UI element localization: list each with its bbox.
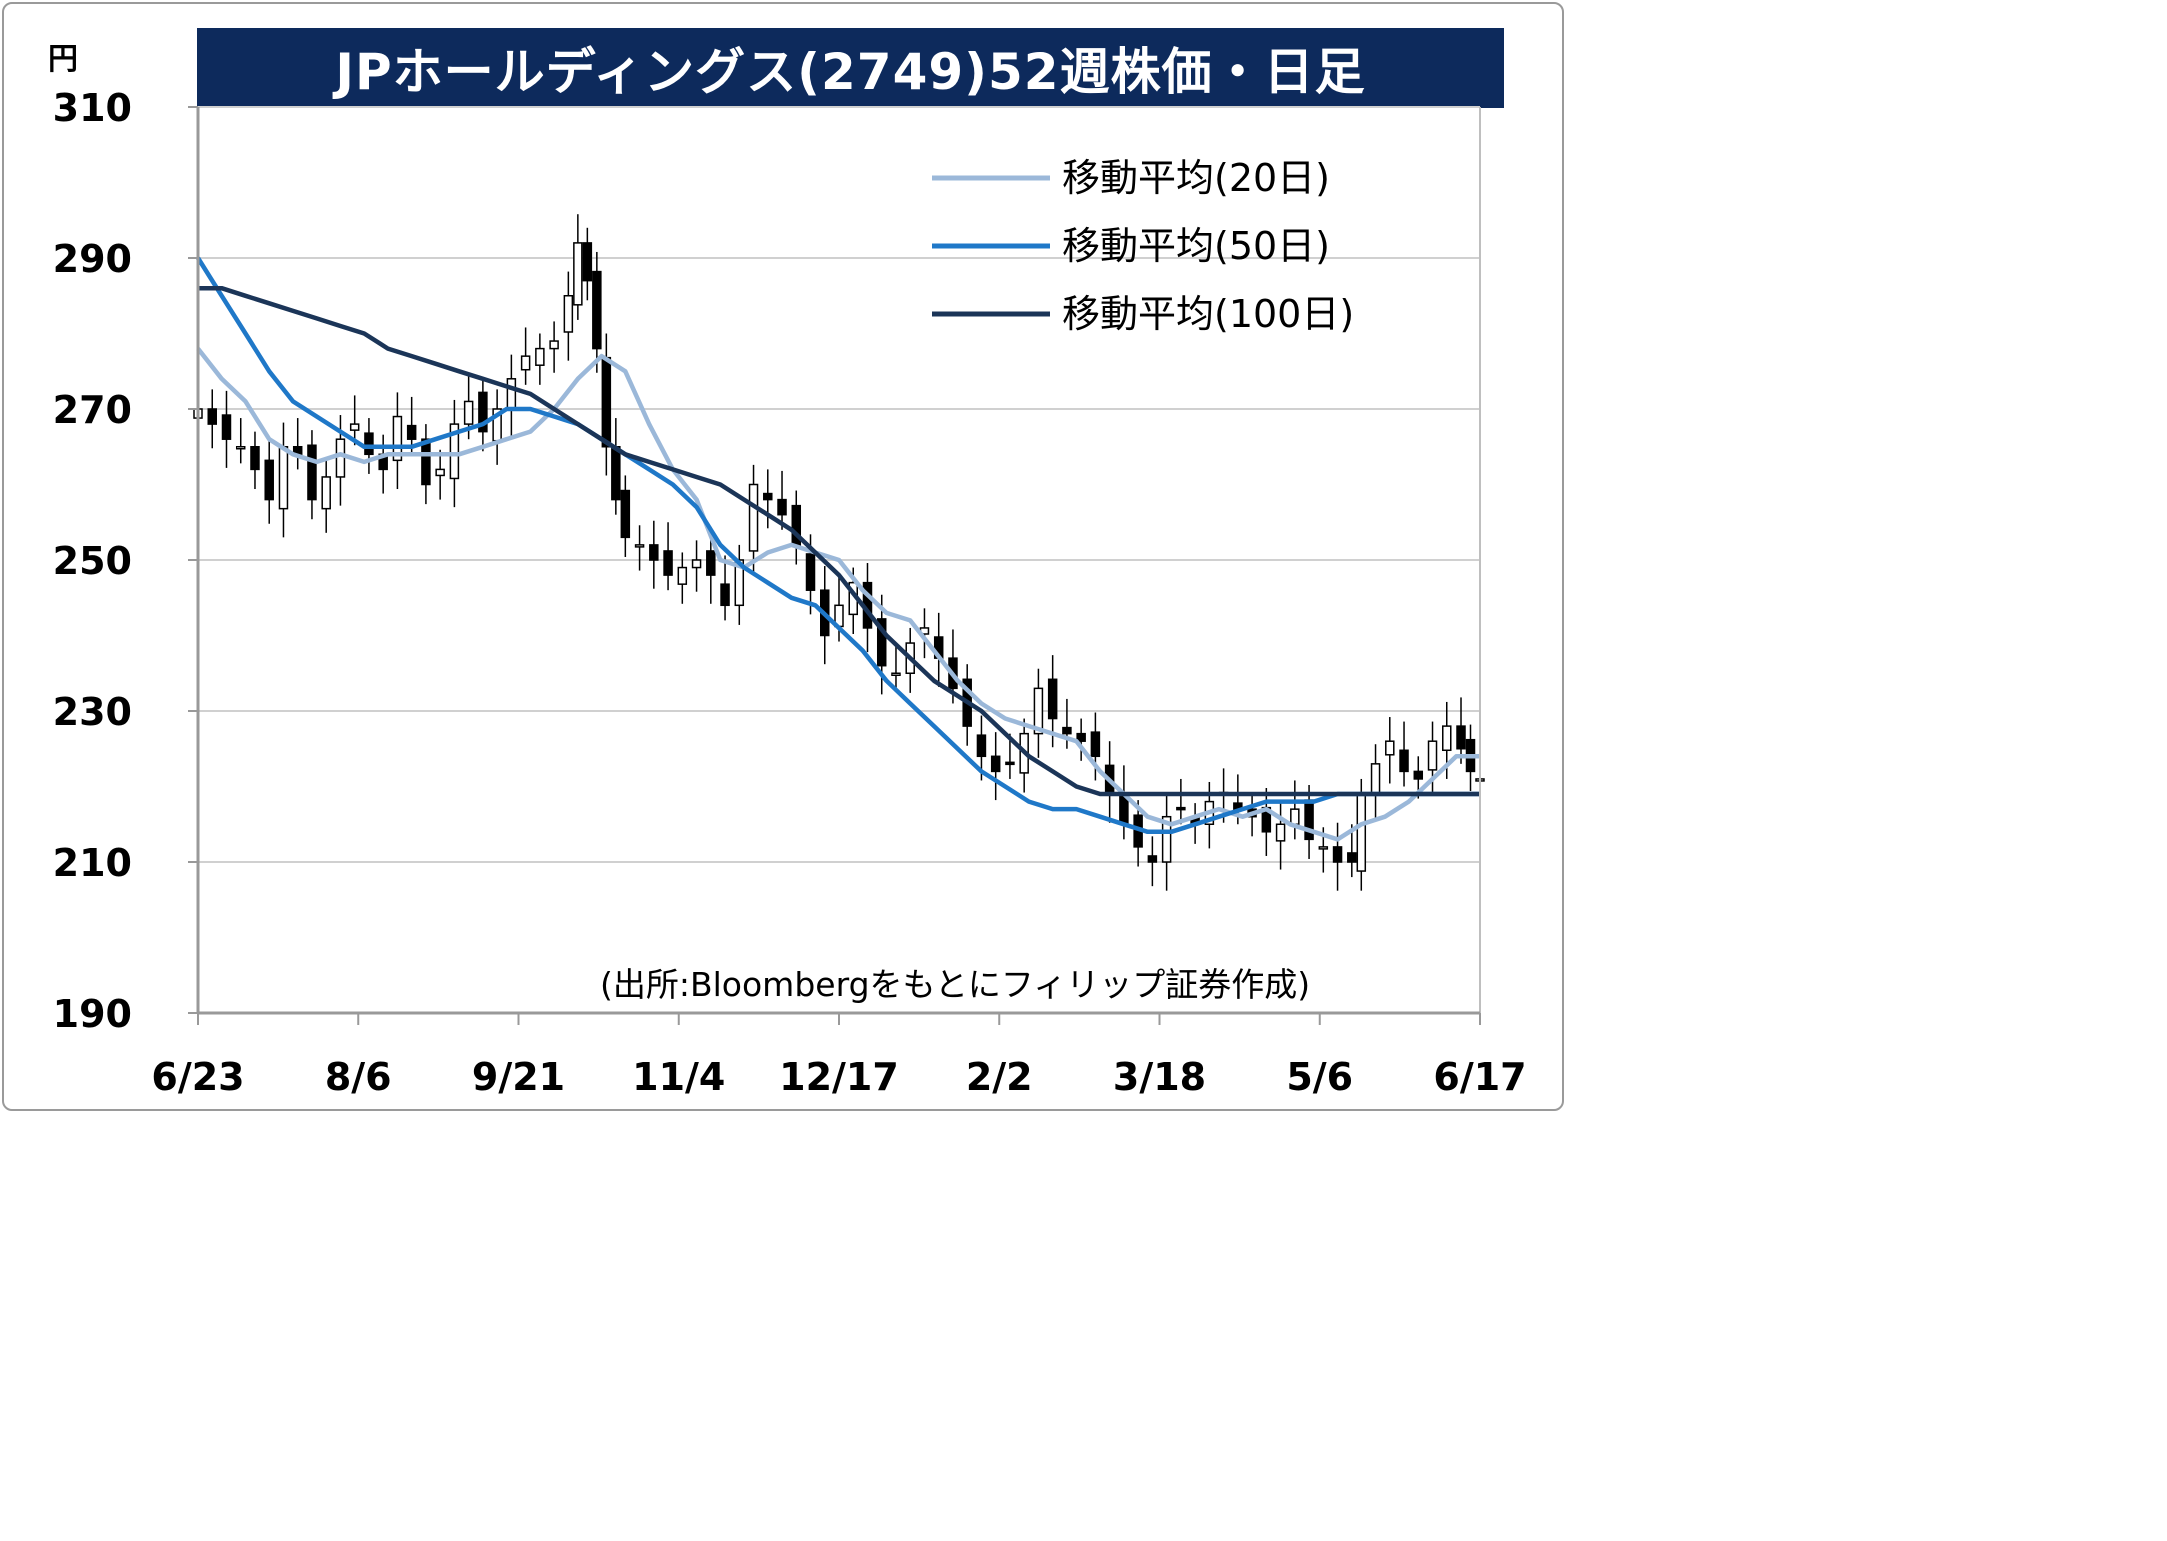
candle-body <box>1427 740 1438 771</box>
y-tick-label: 230 <box>53 690 132 734</box>
candle-body <box>392 415 403 462</box>
candle-body <box>221 414 232 440</box>
candle-body <box>620 489 631 539</box>
y-tick-label: 310 <box>53 86 132 130</box>
source-note: (出所:Bloombergをもとにフィリップ証券作成) <box>600 965 1311 1004</box>
x-tick-label: 3/18 <box>1113 1055 1206 1099</box>
x-tick-label: 8/6 <box>325 1055 392 1099</box>
ma-line-1 <box>196 347 1480 842</box>
candle-body <box>1399 749 1409 773</box>
candle-body <box>611 446 621 501</box>
candle-body <box>1275 823 1286 842</box>
candle-body <box>582 242 593 282</box>
candle-body <box>976 734 987 758</box>
candle-body <box>1456 725 1466 750</box>
y-tick-label: 210 <box>53 841 132 885</box>
candle-body <box>1332 846 1343 863</box>
candle-body <box>364 432 374 456</box>
y-tick-label: 290 <box>53 237 132 281</box>
candle-body <box>421 438 431 486</box>
candle-body <box>649 544 659 561</box>
y-tick-label: 270 <box>53 388 132 432</box>
legend-label: 移動平均(50日) <box>1062 224 1330 268</box>
candle-body <box>1161 815 1172 863</box>
candle-body <box>1385 740 1395 756</box>
legend: 移動平均(20日) 移動平均(50日) 移動平均(100日) <box>932 156 1354 336</box>
candle-body <box>1005 761 1015 766</box>
candle-body <box>278 446 289 510</box>
candle-body <box>706 550 716 576</box>
candle-body <box>1090 731 1101 758</box>
candle-body <box>435 468 445 477</box>
ma-line-3 <box>198 285 1480 797</box>
x-tick-label: 2/2 <box>966 1055 1033 1099</box>
ma-line-2 <box>196 256 1480 835</box>
candle-body <box>1047 678 1058 720</box>
candle-body <box>349 423 360 431</box>
legend-label: 移動平均(100日) <box>1062 292 1354 336</box>
candle-body <box>264 459 274 501</box>
candle-body <box>720 583 730 607</box>
candle-body <box>677 566 688 585</box>
candle-body <box>549 340 559 350</box>
y-tick-label: 250 <box>53 539 132 583</box>
candle-body <box>406 424 417 440</box>
candle-body <box>876 618 887 667</box>
x-tick-label: 5/6 <box>1286 1055 1353 1099</box>
candle-body <box>449 423 460 480</box>
candle-body <box>1033 687 1044 735</box>
candle-body <box>573 242 583 306</box>
candle-body <box>321 476 331 510</box>
candle-body <box>307 444 317 501</box>
chart-title: JPホールディングス(2749)52週株価・日足 <box>197 28 1504 108</box>
x-tick-label: 6/23 <box>151 1055 244 1099</box>
y-axis-unit: 円 <box>48 42 78 77</box>
candle-body <box>1076 732 1086 742</box>
candle-body <box>1347 852 1357 863</box>
x-tick-label: 11/4 <box>632 1055 725 1099</box>
candle-body <box>592 270 602 350</box>
candle-body <box>335 438 346 478</box>
candle-body <box>1147 855 1158 863</box>
candle-body <box>235 446 246 450</box>
candle-body <box>891 672 901 676</box>
y-tick-label: 190 <box>53 992 132 1036</box>
candle-body <box>1370 763 1381 795</box>
x-tick-label: 9/21 <box>472 1055 565 1099</box>
chart-border <box>2 2 1564 1111</box>
candle-body <box>805 553 816 591</box>
candle-body <box>1062 726 1072 735</box>
candle-body <box>1318 846 1329 850</box>
legend-label: 移動平均(20日) <box>1062 156 1330 200</box>
candle-body <box>250 446 260 471</box>
candle-body <box>1413 770 1424 780</box>
x-tick-label: 12/17 <box>779 1055 899 1099</box>
candle-body <box>601 356 612 448</box>
grid-lines <box>198 106 1480 863</box>
candle-body <box>634 544 645 548</box>
candle-body <box>506 378 517 410</box>
candle-body <box>763 492 773 501</box>
candle-body <box>1290 808 1300 826</box>
candle-body <box>1356 793 1367 872</box>
candle-body <box>1176 806 1186 811</box>
moving-average-lines <box>196 256 1480 842</box>
x-tick-label: 6/17 <box>1433 1055 1526 1099</box>
candle-body <box>520 355 531 371</box>
candle-body <box>563 295 574 333</box>
candle-body <box>777 498 787 516</box>
candle-body <box>463 400 474 425</box>
candle-body <box>1442 725 1452 752</box>
candle-body <box>478 391 488 433</box>
candle-body <box>535 347 545 366</box>
candle-body <box>663 550 673 576</box>
candle-body <box>207 408 217 425</box>
candle-body <box>748 483 759 552</box>
axes: 310 290 270 250 230 210 190 6/23 8/6 9/21 11/4 12/1… <box>53 86 1527 1099</box>
chart-frame: JPホールディングス(2749)52週株価・日足 円 310 290 270 250 2… <box>2 2 1564 1111</box>
candle-body <box>691 559 702 569</box>
candle-body <box>990 755 1001 773</box>
candlestick-chart: 310 290 270 250 230 210 190 6/23 8/6 9/21 11/4 12/1… <box>53 86 1527 1099</box>
